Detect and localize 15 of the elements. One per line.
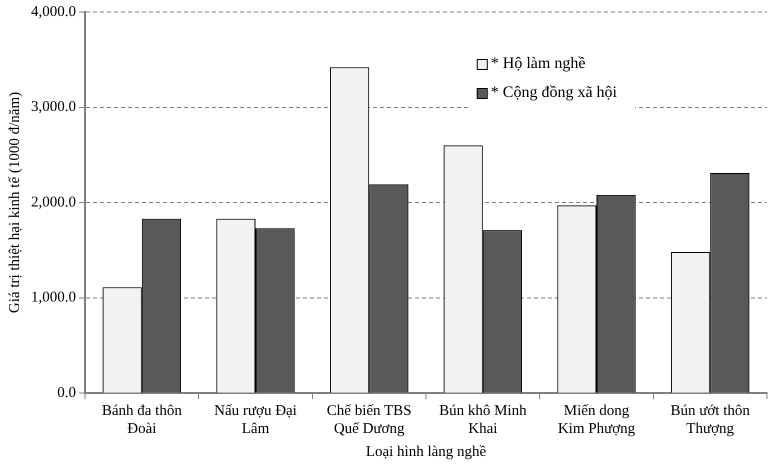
x-tick-label: Nấu rượu Đại Lâm (214, 402, 297, 437)
x-tick-label: Miến dong Kim Phượng (558, 402, 636, 437)
x-tick-label: Bún ướt thôn Thượng (670, 402, 750, 437)
y-tick-label: 4,000.0 (31, 4, 76, 20)
legend-label: * Hộ làm nghề (490, 55, 586, 72)
x-tick-label: Chế biến TBS Quế Dương (326, 402, 412, 437)
y-tick-label: 2,000.0 (31, 194, 76, 210)
y-tick-label: 0.0 (57, 384, 76, 401)
y-axis-title: Giá trị thiệt hại kinh tế (1000 đ/năm) (6, 92, 23, 314)
x-axis-title: Loại hình làng nghề (366, 444, 487, 460)
y-tick-label: 1,000.0 (31, 290, 76, 306)
legend-label: * Cộng đồng xã hội (490, 84, 618, 102)
x-tick-label: Bánh đa thôn Đoài (102, 402, 182, 437)
x-tick-label: Bún khô Minh Khai (439, 402, 528, 437)
y-tick-label: 3,000.0 (31, 99, 76, 116)
